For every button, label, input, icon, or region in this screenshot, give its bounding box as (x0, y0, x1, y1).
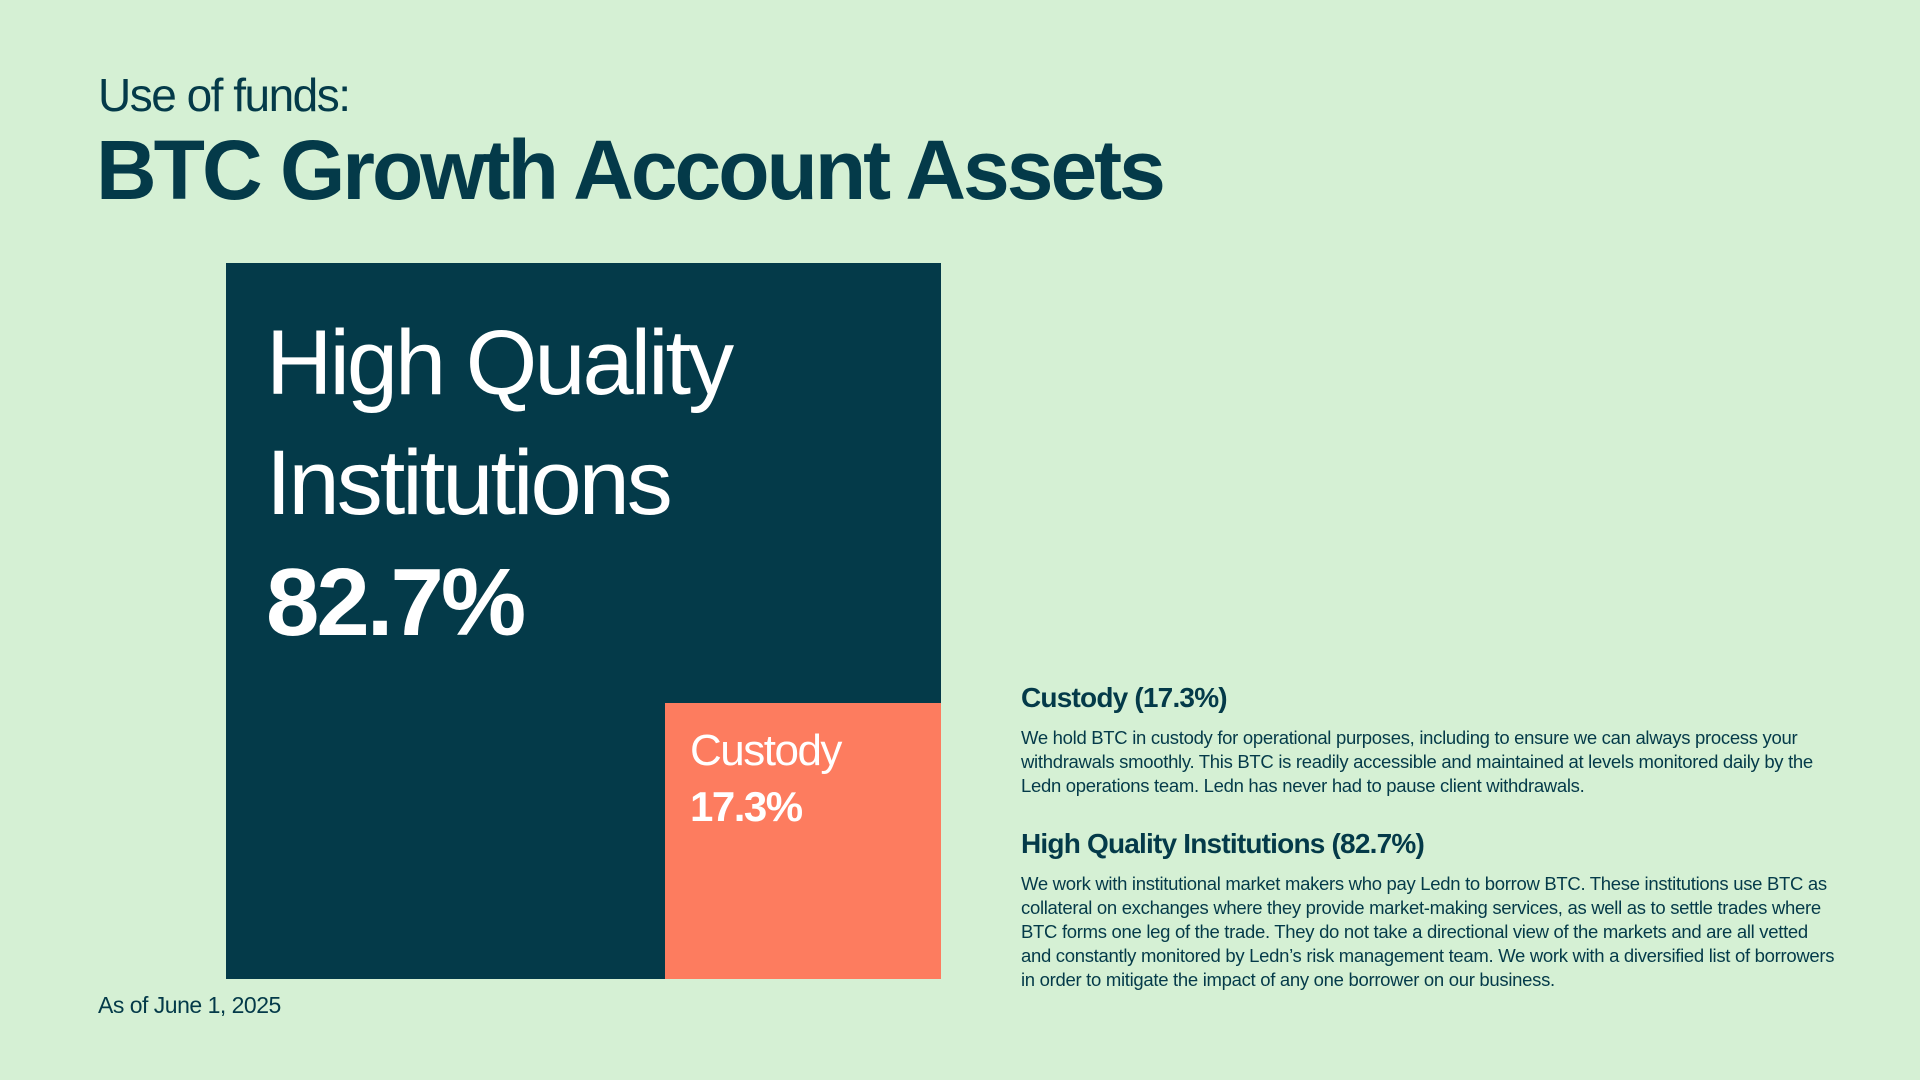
tile-value-high-quality-institutions: 82.7% (266, 549, 526, 656)
treemap-chart: High Quality Institutions 82.7% Custody … (226, 263, 941, 979)
notes-section: Custody (17.3%) We hold BTC in custody f… (1021, 680, 1841, 1020)
tile-label-high-quality-institutions: High Quality Institutions (266, 312, 734, 534)
page-kicker: Use of funds: (98, 69, 351, 121)
as-of-date: As of June 1, 2025 (98, 992, 281, 1018)
tile-label-custody: Custody (690, 726, 842, 775)
treemap-tile-high-quality-institutions: High Quality Institutions 82.7% (226, 263, 941, 979)
note-custody: Custody (17.3%) We hold BTC in custody f… (1021, 680, 1841, 798)
note-heading: Custody (17.3%) (1021, 682, 1228, 713)
note-heading: High Quality Institutions (82.7%) (1021, 828, 1425, 859)
note-body: We hold BTC in custody for operational p… (1021, 727, 1813, 796)
tile-value-custody: 17.3% (690, 783, 803, 830)
page-title: BTC Growth Account Assets (96, 123, 1166, 217)
note-high-quality-institutions: High Quality Institutions (82.7%) We wor… (1021, 826, 1841, 992)
note-body: We work with institutional market makers… (1021, 873, 1835, 990)
treemap-tile-custody: Custody 17.3% (665, 703, 941, 979)
